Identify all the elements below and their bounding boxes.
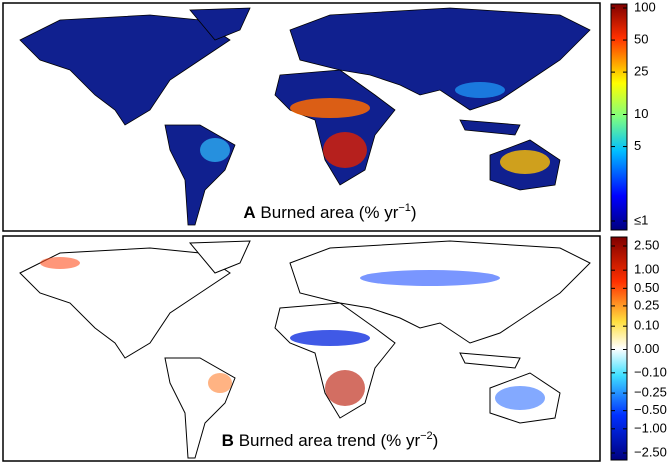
title-superscript: −1 [398,202,411,214]
panel-letter: B [222,431,234,450]
colorbar-tick-label: −0.50 [634,402,667,417]
colorbar-tick-label: 0.50 [634,280,659,295]
colorbar-tick-label: −2.50 [634,444,667,459]
colorbar-tick-label: 50 [634,31,648,46]
map-b: B Burned area trend (% yr−2) [2,235,601,462]
map-a: A Burned area (% yr−1) [2,2,601,232]
colorbar-tick-label: 5 [634,138,641,153]
colorbar-tick-label: 100 [634,0,656,14]
colorbar-tick-label: 0.00 [634,341,659,356]
colorbar-tick-label: 1.00 [634,262,659,277]
title-superscript: −2 [420,430,433,442]
panel-letter: A [243,203,255,222]
colorbar-b [610,236,628,461]
colorbar-tick-label: 2.50 [634,237,659,252]
colorbar-tick-label: 10 [634,106,648,121]
colorbar-tick-label: 25 [634,64,648,79]
colorbar-tick-label: −1.00 [634,420,667,435]
colorbar-tick-label: 0.10 [634,318,659,333]
colorbar-tick-label: −0.25 [634,385,667,400]
colorbar-tick-label: −0.10 [634,364,667,379]
title-text: Burned area (% yr [260,203,398,222]
title-suffix: ) [411,203,417,222]
panel-title: A Burned area (% yr−1) [243,202,416,222]
title-text: Burned area trend (% yr [239,431,421,450]
colorbar-a [610,3,628,231]
colorbar-tick-label: 0.25 [634,297,659,312]
colorbar-tick-label: ≤1 [634,212,648,227]
panel-title: B Burned area trend (% yr−2) [222,430,439,450]
title-suffix: ) [433,431,439,450]
